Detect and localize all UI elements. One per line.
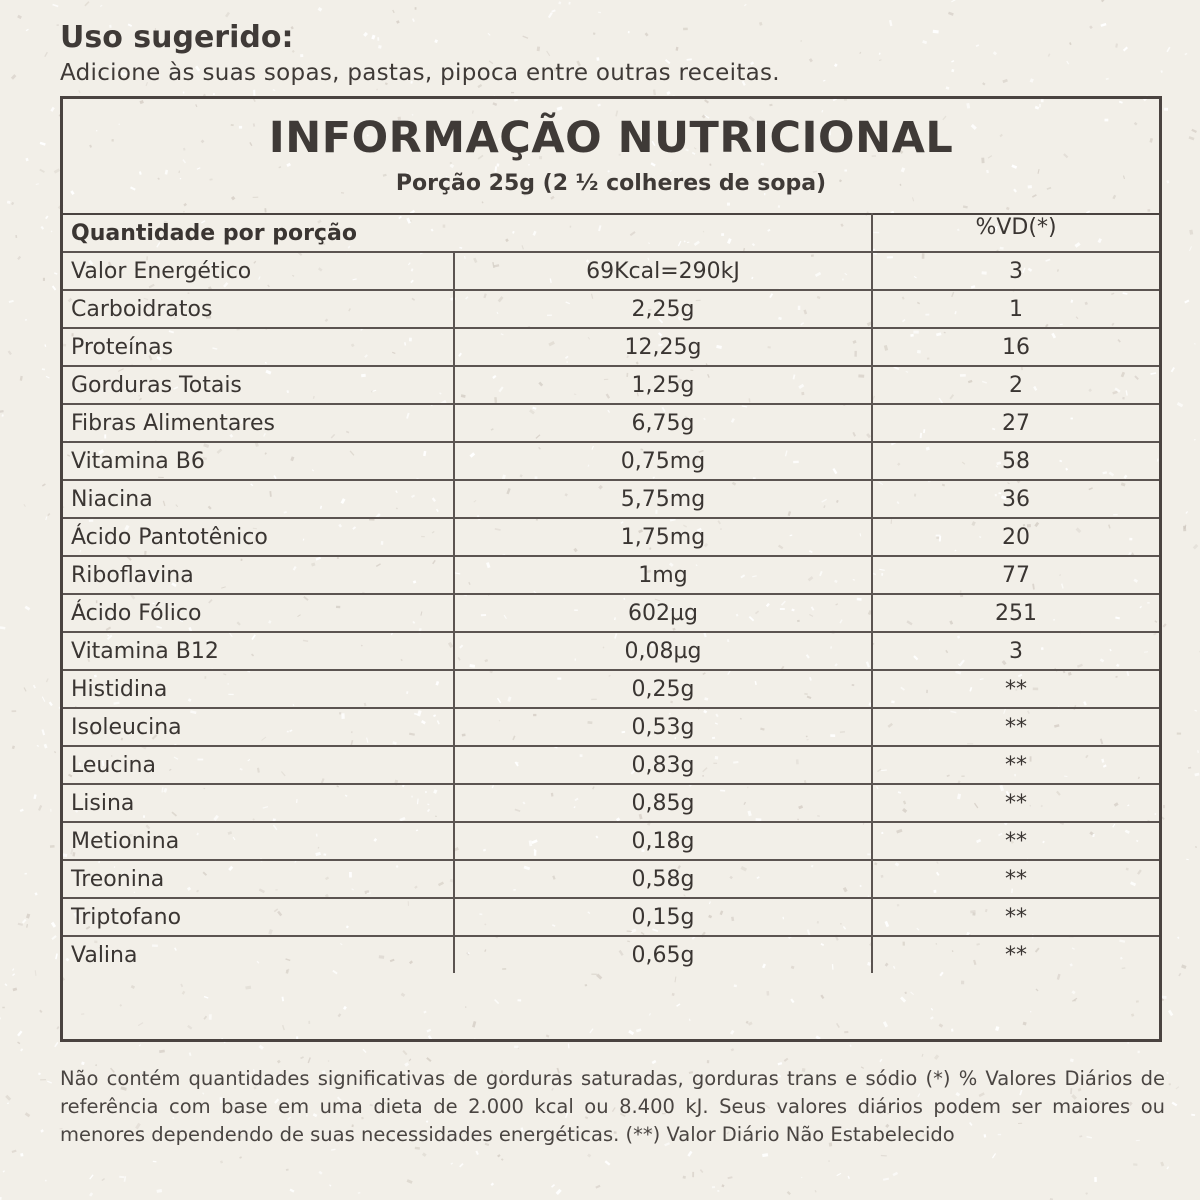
nutrient-vd: 27 xyxy=(871,403,1159,443)
nutrient-quantity: 0,53g xyxy=(453,707,873,747)
nutrient-vd: 77 xyxy=(871,555,1159,595)
table-row: Vitamina B12 0,08µg 3 xyxy=(63,631,1159,671)
nutrient-vd: ** xyxy=(871,935,1159,973)
nutrition-panel: INFORMAÇÃO NUTRICIONAL Porção 25g (2 ½ c… xyxy=(60,96,1162,1042)
nutrient-vd: 1 xyxy=(871,289,1159,329)
table-row: Proteínas 12,25g 16 xyxy=(63,327,1159,367)
nutrient-name: Proteínas xyxy=(63,327,455,367)
nutrient-quantity: 0,08µg xyxy=(453,631,873,671)
nutrient-vd: 16 xyxy=(871,327,1159,367)
nutrition-table: Quantidade por porção %VD(*) Valor Energ… xyxy=(63,213,1159,973)
header-vd: %VD(*) xyxy=(871,213,1159,253)
table-row: Niacina 5,75mg 36 xyxy=(63,479,1159,519)
nutrient-quantity: 0,85g xyxy=(453,783,873,823)
nutrient-vd: ** xyxy=(871,707,1159,747)
nutrient-name: Gorduras Totais xyxy=(63,365,455,405)
nutrient-name: Valor Energético xyxy=(63,251,455,291)
nutrient-name: Histidina xyxy=(63,669,455,709)
table-row: Ácido Fólico 602µg 251 xyxy=(63,593,1159,633)
nutrient-name: Fibras Alimentares xyxy=(63,403,455,443)
nutrient-quantity: 6,75g xyxy=(453,403,873,443)
nutrient-vd: ** xyxy=(871,821,1159,861)
nutrient-quantity: 2,25g xyxy=(453,289,873,329)
nutrient-name: Ácido Pantotênico xyxy=(63,517,455,557)
nutrient-vd: ** xyxy=(871,745,1159,785)
table-row: Isoleucina 0,53g ** xyxy=(63,707,1159,747)
nutrient-quantity: 0,58g xyxy=(453,859,873,899)
table-row: Vitamina B6 0,75mg 58 xyxy=(63,441,1159,481)
nutrient-name: Valina xyxy=(63,935,455,973)
nutrient-quantity: 1,25g xyxy=(453,365,873,405)
nutrient-quantity: 0,65g xyxy=(453,935,873,973)
nutrient-name: Isoleucina xyxy=(63,707,455,747)
nutrient-quantity: 1,75mg xyxy=(453,517,873,557)
nutrient-name: Ácido Fólico xyxy=(63,593,455,633)
nutrient-name: Vitamina B6 xyxy=(63,441,455,481)
nutrient-quantity: 0,18g xyxy=(453,821,873,861)
nutrient-quantity: 602µg xyxy=(453,593,873,633)
table-row: Leucina 0,83g ** xyxy=(63,745,1159,785)
nutrient-vd: 3 xyxy=(871,631,1159,671)
nutrient-quantity: 69Kcal=290kJ xyxy=(453,251,873,291)
table-row: Triptofano 0,15g ** xyxy=(63,897,1159,937)
nutrient-vd: 3 xyxy=(871,251,1159,291)
nutrient-quantity: 0,75mg xyxy=(453,441,873,481)
table-row: Valor Energético 69Kcal=290kJ 3 xyxy=(63,251,1159,291)
nutrient-vd: ** xyxy=(871,669,1159,709)
nutrient-name: Carboidratos xyxy=(63,289,455,329)
panel-title: INFORMAÇÃO NUTRICIONAL xyxy=(268,113,954,163)
nutrient-vd: ** xyxy=(871,783,1159,823)
footnote: Não contém quantidades significativas de… xyxy=(60,1067,1165,1146)
nutrient-name: Niacina xyxy=(63,479,455,519)
table-header-row: Quantidade por porção %VD(*) xyxy=(63,213,1159,253)
nutrient-quantity: 12,25g xyxy=(453,327,873,367)
nutrient-vd: 2 xyxy=(871,365,1159,405)
nutrient-quantity: 5,75mg xyxy=(453,479,873,519)
table-row: Treonina 0,58g ** xyxy=(63,859,1159,899)
nutrient-vd: ** xyxy=(871,859,1159,899)
table-row: Gorduras Totais 1,25g 2 xyxy=(63,365,1159,405)
nutrient-quantity: 1mg xyxy=(453,555,873,595)
nutrient-quantity: 0,83g xyxy=(453,745,873,785)
nutrient-name: Vitamina B12 xyxy=(63,631,455,671)
nutrient-quantity: 0,25g xyxy=(453,669,873,709)
header-quantity: Quantidade por porção xyxy=(63,213,873,253)
table-row: Metionina 0,18g ** xyxy=(63,821,1159,861)
nutrient-name: Metionina xyxy=(63,821,455,861)
table-row: Histidina 0,25g ** xyxy=(63,669,1159,709)
nutrient-name: Lisina xyxy=(63,783,455,823)
nutrient-vd: 251 xyxy=(871,593,1159,633)
table-row: Riboflavina 1mg 77 xyxy=(63,555,1159,595)
nutrient-name: Treonina xyxy=(63,859,455,899)
nutrient-name: Triptofano xyxy=(63,897,455,937)
table-row: Fibras Alimentares 6,75g 27 xyxy=(63,403,1159,443)
nutrient-vd: ** xyxy=(871,897,1159,937)
nutrient-quantity: 0,15g xyxy=(453,897,873,937)
nutrient-vd: 36 xyxy=(871,479,1159,519)
table-row: Ácido Pantotênico 1,75mg 20 xyxy=(63,517,1159,557)
nutrient-vd: 58 xyxy=(871,441,1159,481)
serving-size: Porção 25g (2 ½ colheres de sopa) xyxy=(395,171,827,196)
table-row: Carboidratos 2,25g 1 xyxy=(63,289,1159,329)
table-row: Lisina 0,85g ** xyxy=(63,783,1159,823)
usage-text: Adicione às suas sopas, pastas, pipoca e… xyxy=(60,60,780,86)
table-row: Valina 0,65g ** xyxy=(63,935,1159,973)
nutrient-vd: 20 xyxy=(871,517,1159,557)
usage-title: Uso sugerido: xyxy=(60,20,294,55)
nutrient-name: Riboflavina xyxy=(63,555,455,595)
nutrient-name: Leucina xyxy=(63,745,455,785)
